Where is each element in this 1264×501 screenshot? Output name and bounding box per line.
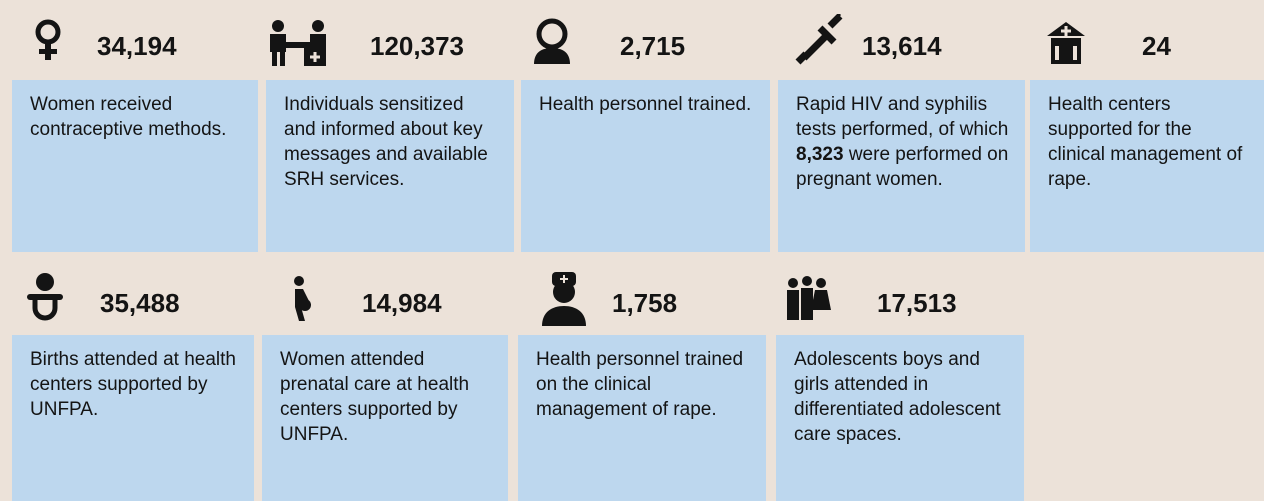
highlight-number: 8,323 xyxy=(796,144,844,165)
stat-number: 34,194 xyxy=(97,31,177,61)
stat-number: 17,513 xyxy=(877,288,957,318)
description-card: Births attended at health centers suppor… xyxy=(12,335,254,501)
description-card: Health centers supported for the clinica… xyxy=(1030,80,1264,252)
stat-number: 1,758 xyxy=(612,288,678,318)
stat-number: 14,984 xyxy=(362,288,442,318)
description-card: Individuals sensitized and informed abou… xyxy=(266,80,514,252)
icon xyxy=(1047,22,1085,64)
description-card: Women attended prenatal care at health c… xyxy=(262,335,508,501)
icon xyxy=(542,272,586,326)
icon xyxy=(795,14,843,65)
description-card: Rapid HIV and syphilis tests performed, … xyxy=(778,80,1025,252)
description-card: Women received contraceptive methods. xyxy=(12,80,258,252)
stat-number: 13,614 xyxy=(862,31,942,61)
icon xyxy=(270,20,326,66)
description-card: Health personnel trained. xyxy=(521,80,770,252)
description-text: Rapid HIV and syphilis tests performed, … xyxy=(796,94,1009,140)
description-text: were performed on pregnant women. xyxy=(796,144,1009,190)
description-card: Adolescents boys and girls attended in d… xyxy=(776,335,1024,501)
stat-number: 35,488 xyxy=(100,288,180,318)
stat-number: 2,715 xyxy=(620,31,686,61)
icon xyxy=(35,19,61,60)
description-card: Health personnel trained on the clinical… xyxy=(518,335,766,501)
icon xyxy=(294,276,311,321)
stat-number: 24 xyxy=(1142,31,1171,61)
icon xyxy=(787,276,831,320)
stat-number: 120,373 xyxy=(370,31,464,61)
icon xyxy=(27,273,63,321)
icon xyxy=(534,18,570,64)
